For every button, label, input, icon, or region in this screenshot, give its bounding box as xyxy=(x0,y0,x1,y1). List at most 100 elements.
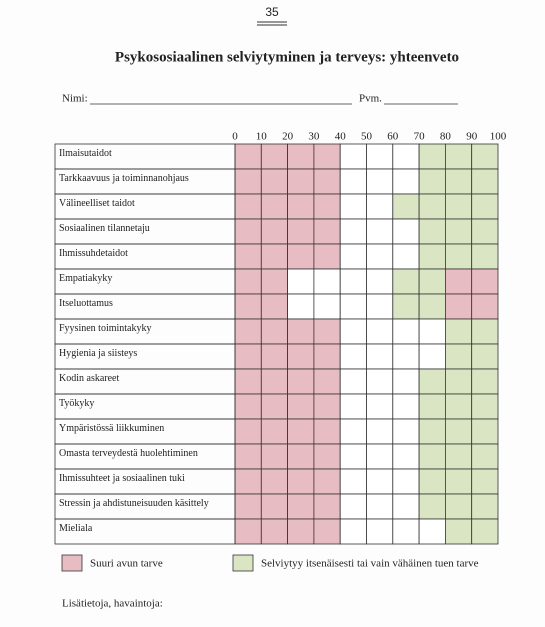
cell xyxy=(366,243,394,270)
cell xyxy=(366,418,394,445)
cell xyxy=(234,468,262,495)
cell xyxy=(287,318,315,345)
legend-swatch xyxy=(232,554,254,572)
cell xyxy=(471,143,499,170)
scale-label: 10 xyxy=(256,131,268,143)
cell xyxy=(392,493,420,520)
cell xyxy=(234,518,262,545)
cell xyxy=(444,168,473,195)
row-label: Stressin ja ahdistuneisuuden käsittely xyxy=(59,498,209,509)
cell xyxy=(444,393,473,420)
cell xyxy=(471,168,499,195)
cell xyxy=(313,393,341,420)
cell xyxy=(287,443,315,470)
cell xyxy=(418,168,446,195)
cell xyxy=(418,443,446,470)
cell xyxy=(260,468,288,495)
cell xyxy=(366,268,394,295)
cell xyxy=(313,168,341,195)
cell xyxy=(444,143,473,170)
cell xyxy=(339,168,367,195)
cell xyxy=(444,218,473,245)
cell xyxy=(418,468,446,495)
cell xyxy=(471,243,499,270)
scale-label: 50 xyxy=(361,131,373,143)
cell xyxy=(234,368,262,395)
row-label: Itseluottamus xyxy=(59,298,113,309)
cell xyxy=(234,168,262,195)
cell xyxy=(313,418,341,445)
date-label: Pvm. xyxy=(359,93,382,105)
cell xyxy=(313,143,341,170)
cell xyxy=(444,443,473,470)
cell xyxy=(444,418,473,445)
cell xyxy=(234,193,262,220)
cell xyxy=(234,393,262,420)
cell xyxy=(392,293,420,320)
cell xyxy=(260,443,288,470)
cell xyxy=(339,493,367,520)
cell xyxy=(444,318,473,345)
cell xyxy=(313,518,341,545)
legend-label: Selviytyy itsenäisesti tai vain vähäinen… xyxy=(261,558,479,570)
cell xyxy=(418,293,446,320)
cell xyxy=(234,243,262,270)
cell xyxy=(260,393,288,420)
cell xyxy=(313,318,341,345)
cell xyxy=(339,443,367,470)
cell xyxy=(418,493,446,520)
cell xyxy=(339,318,367,345)
cell xyxy=(366,293,394,320)
cell xyxy=(444,193,473,220)
cell xyxy=(444,343,473,370)
cell xyxy=(313,293,341,320)
cell xyxy=(471,318,499,345)
row-label: Tarkkaavuus ja toiminnanohjaus xyxy=(59,173,189,184)
row-label: Ihmissuhdetaidot xyxy=(59,248,128,259)
cell xyxy=(418,193,446,220)
cell xyxy=(471,218,499,245)
cell xyxy=(366,493,394,520)
cell xyxy=(260,143,288,170)
cell xyxy=(260,343,288,370)
cell xyxy=(444,493,473,520)
cell xyxy=(260,368,288,395)
cell xyxy=(234,418,262,445)
cell xyxy=(418,143,446,170)
cell xyxy=(366,143,394,170)
cell xyxy=(339,293,367,320)
cell xyxy=(418,518,446,545)
cell xyxy=(418,343,446,370)
cell xyxy=(287,293,315,320)
cell xyxy=(392,218,420,245)
cell xyxy=(313,243,341,270)
cell xyxy=(471,268,499,295)
cell xyxy=(366,193,394,220)
cell xyxy=(313,268,341,295)
scale-label: 80 xyxy=(440,131,452,143)
cell xyxy=(234,493,262,520)
cell xyxy=(471,343,499,370)
cell xyxy=(313,343,341,370)
cell xyxy=(418,268,446,295)
cell xyxy=(234,218,262,245)
cell xyxy=(366,393,394,420)
title: Psykososiaalinen selviytyminen ja tervey… xyxy=(115,49,459,65)
cell xyxy=(366,168,394,195)
cell xyxy=(418,368,446,395)
scale-label: 30 xyxy=(308,131,320,143)
cell xyxy=(366,468,394,495)
cell xyxy=(287,343,315,370)
cell xyxy=(339,268,367,295)
cell xyxy=(444,468,473,495)
cell xyxy=(313,443,341,470)
scale-label: 0 xyxy=(232,131,238,143)
row-label: Kodin askareet xyxy=(59,373,119,384)
cell xyxy=(260,418,288,445)
cell xyxy=(471,293,499,320)
scale-label: 90 xyxy=(466,131,478,143)
cell xyxy=(366,518,394,545)
cell xyxy=(444,293,473,320)
row-label: Ihmissuhteet ja sosiaalinen tuki xyxy=(59,473,185,484)
cell xyxy=(392,468,420,495)
